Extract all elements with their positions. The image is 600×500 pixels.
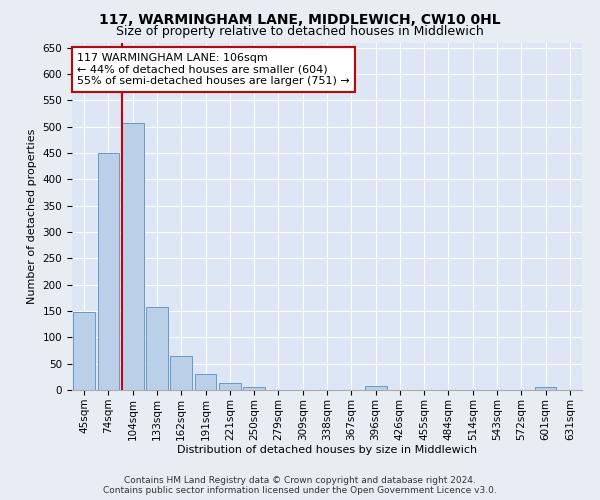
Text: 117, WARMINGHAM LANE, MIDDLEWICH, CW10 0HL: 117, WARMINGHAM LANE, MIDDLEWICH, CW10 0… — [99, 12, 501, 26]
Bar — [219, 383, 241, 390]
Bar — [97, 153, 119, 390]
Y-axis label: Number of detached properties: Number of detached properties — [27, 128, 37, 304]
Bar — [170, 356, 192, 390]
Text: Size of property relative to detached houses in Middlewich: Size of property relative to detached ho… — [116, 25, 484, 38]
Bar — [73, 312, 95, 390]
Text: Contains HM Land Registry data © Crown copyright and database right 2024.
Contai: Contains HM Land Registry data © Crown c… — [103, 476, 497, 495]
Bar — [146, 307, 168, 390]
Bar — [365, 386, 386, 390]
X-axis label: Distribution of detached houses by size in Middlewich: Distribution of detached houses by size … — [177, 446, 477, 456]
Bar — [243, 387, 265, 390]
Bar — [122, 123, 143, 390]
Text: 117 WARMINGHAM LANE: 106sqm
← 44% of detached houses are smaller (604)
55% of se: 117 WARMINGHAM LANE: 106sqm ← 44% of det… — [77, 53, 350, 86]
Bar — [535, 388, 556, 390]
Bar — [194, 374, 217, 390]
